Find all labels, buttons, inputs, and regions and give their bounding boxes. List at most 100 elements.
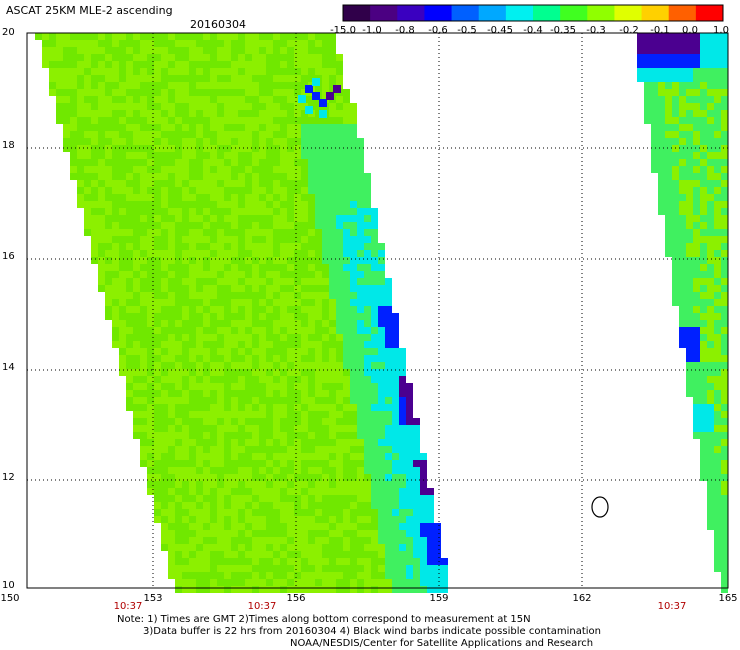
swath-cell xyxy=(406,495,413,502)
swath-cell xyxy=(714,208,721,215)
swath-cell xyxy=(714,306,721,313)
swath-cell xyxy=(287,110,294,117)
swath-cell xyxy=(385,481,392,488)
swath-cell xyxy=(175,327,182,334)
swath-cell xyxy=(245,341,252,348)
swath-cell xyxy=(714,131,721,138)
swath-cell xyxy=(133,68,140,75)
swath-cell xyxy=(245,68,252,75)
swath-cell xyxy=(175,565,182,572)
swath-cell xyxy=(266,530,273,537)
swath-cell xyxy=(343,446,350,453)
swath-cell xyxy=(371,362,378,369)
swath-cell xyxy=(686,390,693,397)
swath-cell xyxy=(245,89,252,96)
swath-cell xyxy=(651,138,658,145)
swath-cell xyxy=(245,96,252,103)
swath-cell xyxy=(273,572,280,579)
swath-cell xyxy=(280,327,287,334)
swath-cell xyxy=(238,558,245,565)
swath-cell xyxy=(224,418,231,425)
swath-cell xyxy=(91,82,98,89)
swath-cell xyxy=(714,481,721,488)
swath-cell xyxy=(315,481,322,488)
swath-cell xyxy=(343,579,350,586)
swath-cell xyxy=(294,404,301,411)
swath-cell xyxy=(308,390,315,397)
swath-cell xyxy=(343,432,350,439)
swath-cell xyxy=(252,439,259,446)
swath-cell xyxy=(182,194,189,201)
swath-cell xyxy=(315,467,322,474)
swath-cell xyxy=(693,229,700,236)
swath-cell xyxy=(147,355,154,362)
swath-cell xyxy=(105,131,112,138)
swath-cell xyxy=(287,446,294,453)
swath-cell xyxy=(105,264,112,271)
swath-cell xyxy=(322,460,329,467)
swath-cell xyxy=(196,439,203,446)
swath-cell xyxy=(140,47,147,54)
swath-cell xyxy=(672,222,679,229)
swath-cell xyxy=(364,327,371,334)
swath-cell xyxy=(378,397,385,404)
swath-cell xyxy=(336,544,343,551)
swath-cell xyxy=(273,327,280,334)
swath-cell xyxy=(665,103,672,110)
swath-cell xyxy=(280,383,287,390)
swath-cell xyxy=(707,320,714,327)
swath-cell xyxy=(189,390,196,397)
colorbar-segment xyxy=(614,5,643,21)
swath-cell xyxy=(266,425,273,432)
swath-cell xyxy=(133,299,140,306)
swath-cell xyxy=(259,306,266,313)
swath-cell xyxy=(301,152,308,159)
swath-cell xyxy=(252,187,259,194)
swath-cell xyxy=(147,264,154,271)
swath-cell xyxy=(357,474,364,481)
swath-cell xyxy=(707,138,714,145)
swath-cell xyxy=(343,355,350,362)
swath-cell xyxy=(273,523,280,530)
swath-cell xyxy=(651,152,658,159)
swath-cell xyxy=(161,236,168,243)
swath-cell xyxy=(224,474,231,481)
swath-cell xyxy=(161,159,168,166)
swath-cell xyxy=(336,68,343,75)
swath-cell xyxy=(672,243,679,250)
swath-cell xyxy=(217,110,224,117)
swath-cell xyxy=(84,103,91,110)
swath-cell xyxy=(252,208,259,215)
swath-cell xyxy=(357,278,364,285)
swath-cell xyxy=(357,481,364,488)
swath-cell xyxy=(350,278,357,285)
swath-cell xyxy=(273,348,280,355)
swath-cell xyxy=(679,306,686,313)
swath-cell xyxy=(287,411,294,418)
swath-cell xyxy=(245,446,252,453)
swath-cell xyxy=(700,439,707,446)
swath-cell xyxy=(350,488,357,495)
swath-cell xyxy=(287,376,294,383)
swath-cell xyxy=(147,257,154,264)
swath-cell xyxy=(147,376,154,383)
swath-cell xyxy=(252,47,259,54)
swath-cell xyxy=(371,439,378,446)
swath-cell xyxy=(406,530,413,537)
swath-cell xyxy=(329,362,336,369)
swath-cell xyxy=(203,131,210,138)
swath-cell xyxy=(175,299,182,306)
swath-cell xyxy=(322,320,329,327)
swath-cell xyxy=(301,516,308,523)
swath-cell xyxy=(329,348,336,355)
swath-cell xyxy=(378,432,385,439)
swath-cell xyxy=(399,572,406,579)
swath-cell xyxy=(343,467,350,474)
swath-cell xyxy=(175,383,182,390)
swath-cell xyxy=(273,201,280,208)
swath-cell xyxy=(406,425,413,432)
swath-cell xyxy=(210,558,217,565)
swath-cell xyxy=(91,103,98,110)
swath-cell xyxy=(133,54,140,61)
swath-cell xyxy=(266,180,273,187)
